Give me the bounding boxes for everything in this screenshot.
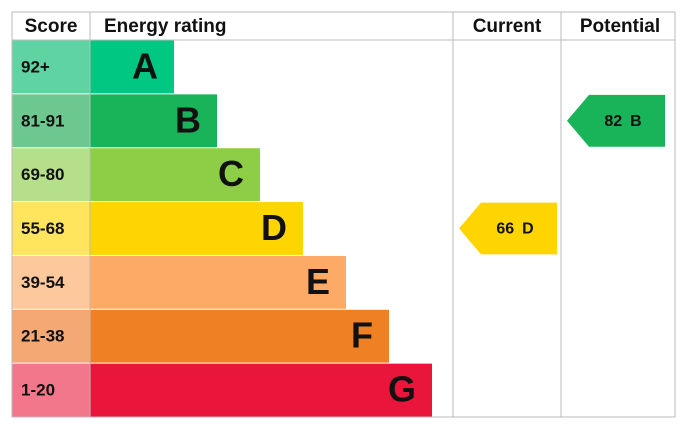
score-range: 81-91 bbox=[21, 111, 64, 130]
band-letter: G bbox=[388, 369, 416, 410]
score-range: 92+ bbox=[21, 57, 50, 76]
score-range: 21-38 bbox=[21, 327, 64, 346]
band-letter: E bbox=[306, 261, 330, 302]
score-range: 1-20 bbox=[21, 381, 55, 400]
score-cell bbox=[12, 309, 90, 363]
current-score: 66 bbox=[496, 221, 514, 238]
band-bar bbox=[90, 94, 217, 148]
current-label: 66 D bbox=[496, 221, 533, 238]
potential-label: 82 B bbox=[604, 113, 641, 130]
score-cell bbox=[12, 363, 90, 417]
band-letter: F bbox=[351, 315, 373, 356]
potential-arrow bbox=[567, 94, 665, 147]
header-current: Current bbox=[473, 16, 542, 37]
band-bar bbox=[90, 148, 260, 202]
potential-band: B bbox=[630, 113, 642, 130]
band-letter: C bbox=[218, 153, 244, 194]
band-letter: D bbox=[261, 207, 287, 248]
potential-score: 82 bbox=[604, 113, 622, 130]
score-cell bbox=[12, 94, 90, 148]
current-band: D bbox=[522, 221, 534, 238]
score-cell bbox=[12, 255, 90, 309]
band-letter: B bbox=[175, 99, 201, 140]
band-bar bbox=[90, 309, 389, 363]
score-range: 39-54 bbox=[21, 273, 65, 292]
band-bar bbox=[90, 255, 346, 309]
header-rating: Energy rating bbox=[104, 16, 226, 37]
band-letter: A bbox=[132, 45, 158, 86]
header-potential: Potential bbox=[580, 16, 660, 37]
current-arrow bbox=[459, 202, 557, 255]
band-bar bbox=[90, 363, 432, 417]
score-range: 55-68 bbox=[21, 219, 64, 238]
band-bar bbox=[90, 40, 174, 94]
score-cell bbox=[12, 148, 90, 202]
band-bar bbox=[90, 202, 303, 255]
score-cell bbox=[12, 202, 90, 255]
score-range: 69-80 bbox=[21, 165, 64, 184]
score-cell bbox=[12, 40, 90, 94]
header-score: Score bbox=[25, 16, 78, 37]
